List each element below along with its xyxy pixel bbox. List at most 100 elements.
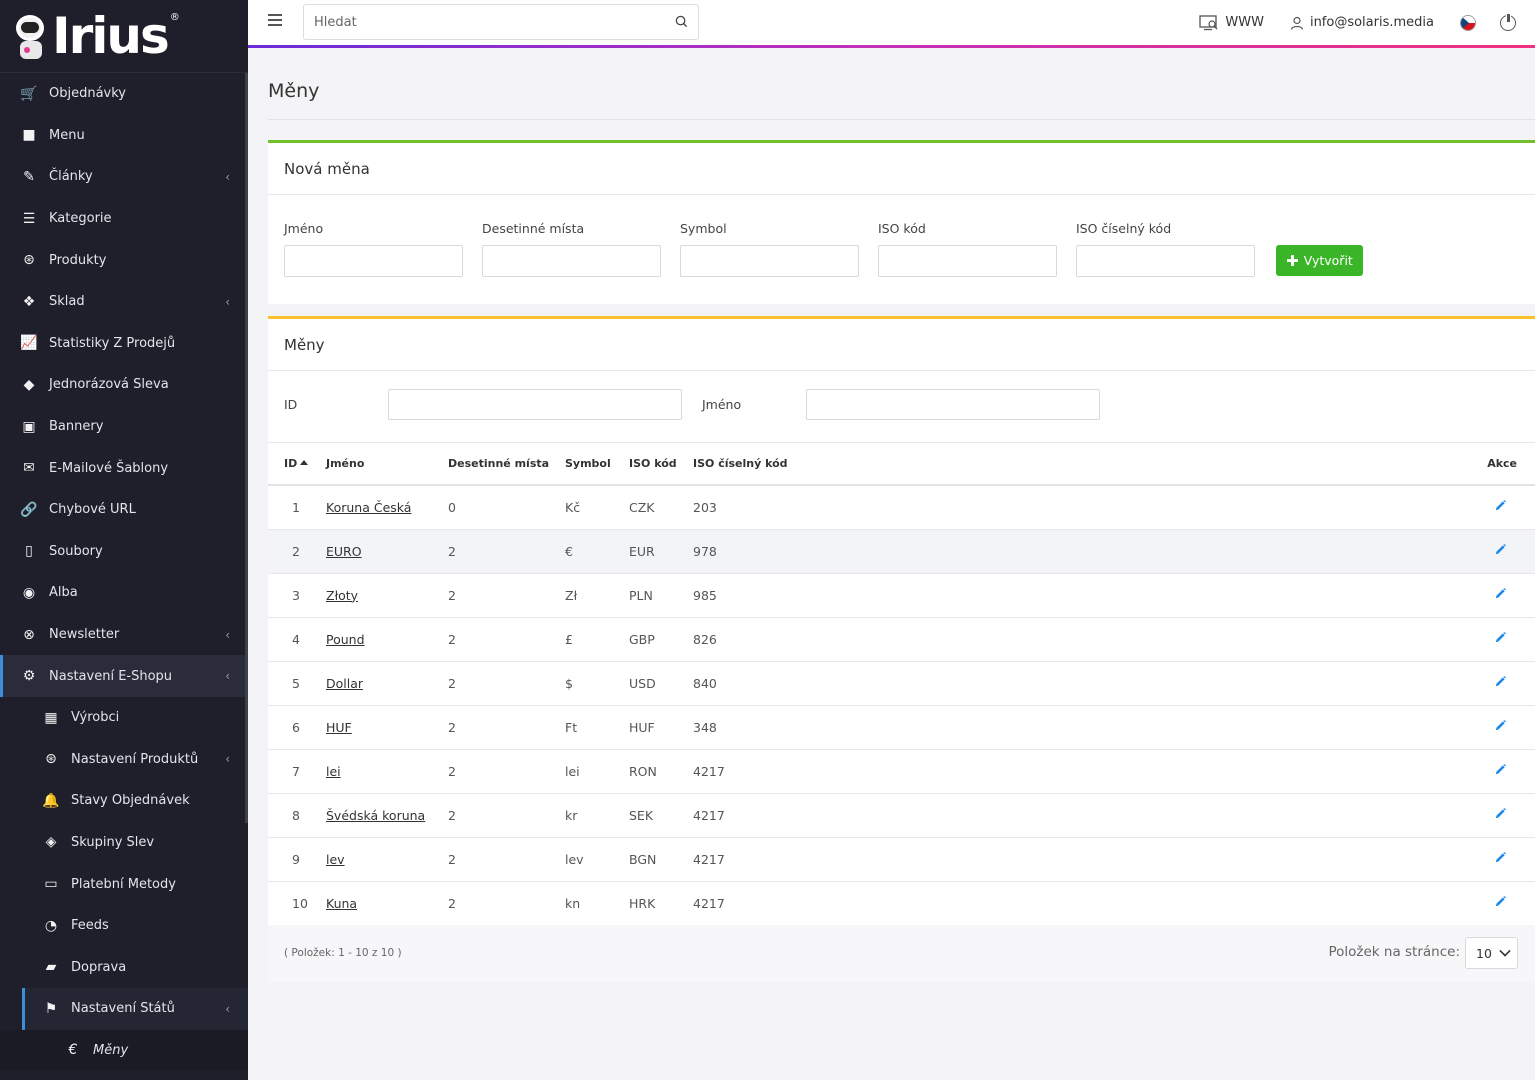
currency-name-link[interactable]: Kuna xyxy=(326,895,358,911)
hamburger-menu-icon[interactable] xyxy=(268,14,282,26)
sidebar-item-e-mailov-ablony[interactable]: ✉ E-Mailové Šablony xyxy=(0,447,248,489)
credit-card-icon: ▭ xyxy=(44,876,58,893)
edit-pencil-icon[interactable] xyxy=(1493,587,1507,601)
edit-pencil-icon[interactable] xyxy=(1493,719,1507,733)
sidebar-item-menu[interactable]: ■ Menu xyxy=(0,115,248,157)
cell-decimals: 2 xyxy=(448,573,565,618)
th-iso-num[interactable]: ISO číselný kód xyxy=(693,443,1475,486)
cell-id: 7 xyxy=(268,749,326,794)
currency-name-link[interactable]: lei xyxy=(326,763,341,779)
table-footer: ( Položek: 1 - 10 z 10 ) Položek na strá… xyxy=(268,925,1535,982)
user-icon xyxy=(1290,16,1304,30)
sidebar-scrollbar[interactable] xyxy=(245,73,248,823)
sidebar-item-v-robci[interactable]: ▦ Výrobci xyxy=(0,697,248,739)
sidebar-item-nastaven-e-shopu[interactable]: ⚙ Nastavení E-Shopu ‹ xyxy=(0,655,248,697)
edit-pencil-icon[interactable] xyxy=(1493,631,1507,645)
sidebar-item--l-nky[interactable]: ✎ Články ‹ xyxy=(0,156,248,198)
currency-name-link[interactable]: Koruna Česká xyxy=(326,499,412,515)
currency-name-link[interactable]: HUF xyxy=(326,719,352,735)
cell-symbol: kr xyxy=(565,793,629,838)
camera-icon: ◉ xyxy=(22,584,36,601)
new-currency-field-3[interactable] xyxy=(878,245,1057,277)
sidebar-item-newsletter[interactable]: ⊗ Newsletter ‹ xyxy=(0,614,248,656)
per-page-select[interactable]: 10 xyxy=(1465,937,1518,969)
feed-icon: ◔ xyxy=(44,917,58,934)
edit-pencil-icon[interactable] xyxy=(1493,763,1507,777)
cell-id: 2 xyxy=(268,529,326,574)
edit-pencil-icon[interactable] xyxy=(1493,543,1507,557)
sidebar-item-nastaven-produkt-[interactable]: ⊛ Nastavení Produktů ‹ xyxy=(0,739,248,781)
sidebar-item-kategorie[interactable]: ☰ Kategorie xyxy=(0,198,248,240)
cell-symbol: lei xyxy=(565,749,629,794)
currency-name-link[interactable]: EURO xyxy=(326,543,362,559)
edit-pencil-icon[interactable] xyxy=(1493,499,1507,513)
sidebar-item-label: Sklad xyxy=(49,294,85,310)
per-page-value: 10 xyxy=(1476,945,1492,961)
new-currency-field-1[interactable] xyxy=(482,245,661,277)
th-symbol[interactable]: Symbol xyxy=(565,443,629,486)
currency-name-link[interactable]: Złoty xyxy=(326,587,359,603)
cell-actions xyxy=(1475,573,1535,618)
sidebar-item-jednor-zov-sleva[interactable]: ◆ Jednorázová Sleva xyxy=(0,364,248,406)
cell-name: Švédská koruna xyxy=(326,793,448,838)
currency-name-link[interactable]: lev xyxy=(326,851,345,867)
edit-pencil-icon[interactable] xyxy=(1493,895,1507,909)
edit-pencil-icon[interactable] xyxy=(1493,675,1507,689)
th-decimals[interactable]: Desetinné místa xyxy=(448,443,565,486)
table-row: 1 Koruna Česká 0 Kč CZK 203 xyxy=(268,485,1535,530)
sidebar-item-label: Nastavení E-Shopu xyxy=(49,668,173,684)
th-id[interactable]: ID xyxy=(268,443,326,486)
sidebar-item-chybov-url[interactable]: 🔗 Chybové URL xyxy=(0,489,248,531)
table-header-row: ID Jméno Desetinné místa Symbol ISO kód … xyxy=(268,443,1535,486)
search-icon[interactable] xyxy=(675,15,688,28)
sidebar-item-bannery[interactable]: ▣ Bannery xyxy=(0,406,248,448)
th-name[interactable]: Jméno xyxy=(326,443,448,486)
sidebar-item-doprava[interactable]: ▰ Doprava xyxy=(0,946,248,988)
currency-name-link[interactable]: Dollar xyxy=(326,675,364,691)
sidebar-item-objedn-vky[interactable]: 🛒 Objednávky xyxy=(0,73,248,115)
create-button[interactable]: ✚ Vytvořit xyxy=(1276,245,1363,276)
sidebar-item-skupiny-slev[interactable]: ◈ Skupiny Slev xyxy=(0,822,248,864)
sidebar-item-m-ny[interactable]: € Měny xyxy=(0,1029,248,1072)
search-input[interactable] xyxy=(304,5,644,39)
sidebar-item-label: Nastavení Států xyxy=(71,1001,175,1017)
czech-flag-icon[interactable] xyxy=(1460,14,1476,31)
edit-pencil-icon[interactable] xyxy=(1493,807,1507,821)
sidebar-item-produkty[interactable]: ⊛ Produkty xyxy=(0,239,248,281)
cell-iso-num: 348 xyxy=(693,705,1475,750)
th-iso[interactable]: ISO kód xyxy=(629,443,693,486)
cell-iso-num: 985 xyxy=(693,573,1475,618)
form-group: ISO číselný kód xyxy=(1076,221,1274,277)
filter-id-input[interactable] xyxy=(388,389,682,420)
cell-decimals: 2 xyxy=(448,793,565,838)
sidebar-item-alba[interactable]: ◉ Alba xyxy=(0,572,248,614)
sidebar-item-statistiky-z-prodej-[interactable]: 📈 Statistiky Z Prodejů xyxy=(0,323,248,365)
sidebar-item-soubory[interactable]: ▯ Soubory xyxy=(0,531,248,573)
new-currency-field-0[interactable] xyxy=(284,245,463,277)
sidebar-item-sklad[interactable]: ❖ Sklad ‹ xyxy=(0,281,248,323)
power-icon[interactable] xyxy=(1500,12,1516,31)
truck-icon: ▰ xyxy=(45,959,57,976)
cell-id: 1 xyxy=(268,485,326,530)
edit-pencil-icon[interactable] xyxy=(1493,851,1507,865)
th-id-label: ID xyxy=(284,457,298,470)
sidebar-item-nastaven-st-t-[interactable]: ⚑ Nastavení Států ‹ xyxy=(22,988,248,1030)
new-currency-field-2[interactable] xyxy=(680,245,859,277)
sidebar-item-feeds[interactable]: ◔ Feeds xyxy=(0,905,248,947)
currency-name-link[interactable]: Pound xyxy=(326,631,365,647)
sidebar-item-label: Skupiny Slev xyxy=(71,834,155,850)
sidebar-item-label: Newsletter xyxy=(49,627,120,643)
currency-name-link[interactable]: Švédská koruna xyxy=(326,807,426,823)
www-link[interactable]: WWW xyxy=(1199,14,1264,31)
form-group: Jméno xyxy=(284,221,482,277)
logo[interactable]: Irius ® xyxy=(0,0,248,73)
sidebar-item-stavy-objedn-vek[interactable]: 🔔 Stavy Objednávek xyxy=(0,780,248,822)
cell-iso-num: 4217 xyxy=(693,837,1475,882)
ball-icon: ⊛ xyxy=(23,252,35,269)
sidebar-item-platebn-metody[interactable]: ▭ Platební Metody xyxy=(0,863,248,905)
tags-icon: ◈ xyxy=(45,834,57,851)
filter-name-input[interactable] xyxy=(806,389,1100,420)
user-account-link[interactable]: info@solaris.media xyxy=(1290,15,1434,30)
new-currency-field-4[interactable] xyxy=(1076,245,1255,277)
sidebar-item-label: Soubory xyxy=(49,543,103,559)
